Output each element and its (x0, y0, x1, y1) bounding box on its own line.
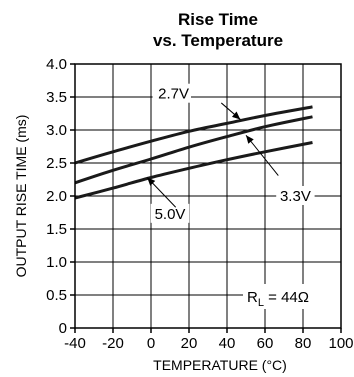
x-tick-label: -40 (64, 335, 86, 352)
series-label-bg (150, 203, 190, 223)
x-tick-label: -20 (102, 335, 124, 352)
x-tick-label: 0 (147, 335, 155, 352)
series-label-2-7V: 2.7V (158, 86, 189, 103)
y-tick-label: 0.5 (46, 287, 67, 304)
x-tick-label: 100 (328, 335, 353, 352)
plot-frame (74, 63, 342, 329)
y-tick-label: 3.0 (46, 122, 67, 139)
chart-title-line-1: Rise Time (178, 10, 258, 29)
x-tick-label: 80 (295, 335, 312, 352)
leader-arrowhead (246, 135, 254, 144)
x-tick-labels: -40 -20 0 20 40 60 80 100 (64, 335, 353, 352)
leader-arrowhead (231, 111, 241, 120)
series-label-bg (276, 186, 315, 205)
load-condition-label: RL = 44Ω (247, 289, 309, 309)
series-line-2-7V (74, 105, 313, 165)
y-axis-label: OUTPUT RISE TIME (ms) (13, 115, 29, 278)
y-tick-label: 2.0 (46, 188, 67, 205)
series-line-3-3V (74, 115, 313, 185)
x-axis-label: TEMPERATURE (°C) (153, 357, 287, 373)
y-tick-label: 1.0 (46, 254, 67, 271)
x-tick-label: 20 (181, 335, 198, 352)
series-label-5-0V: 5.0V (155, 206, 186, 223)
y-tick-label: 1.5 (46, 221, 67, 238)
leader-line (245, 134, 279, 176)
x-tick-label: 60 (257, 335, 274, 352)
y-tick-label: 4.0 (46, 56, 67, 73)
leader-arrowhead (147, 177, 156, 186)
series-lines (74, 105, 313, 200)
y-tick-label: 0 (59, 320, 67, 337)
series-label-bg (152, 83, 191, 103)
y-tick-labels: 0 0.5 1.0 1.5 2.0 2.5 3.0 3.5 4.0 (46, 56, 67, 337)
chart-title-line-2: vs. Temperature (153, 31, 283, 50)
y-tick-label: 2.5 (46, 155, 67, 172)
y-tick-label: 3.5 (46, 89, 67, 106)
series-line-5-0V (74, 141, 313, 200)
annotations: 2.7V 3.3V 5.0V RL = 44Ω (146, 83, 315, 309)
x-tick-label: 40 (219, 335, 236, 352)
series-label-3-3V: 3.3V (280, 188, 311, 205)
